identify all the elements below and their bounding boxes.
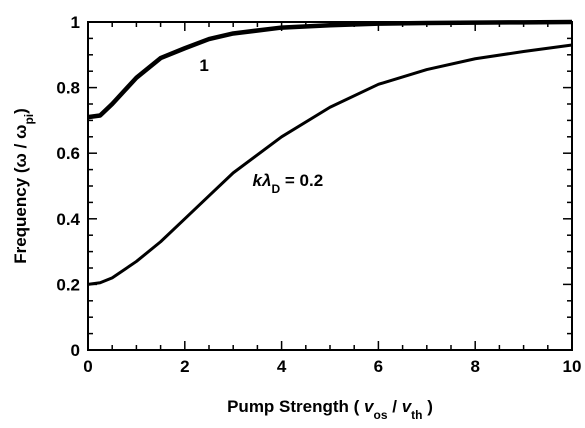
- line-series: [87, 19, 573, 120]
- text-part: pi: [22, 114, 36, 125]
- annotation: kλD = 0.2: [253, 171, 324, 196]
- x-tick-label: 6: [374, 357, 383, 376]
- text-part: ): [11, 108, 30, 114]
- x-axis-label: Pump Strength ( vos / vth ): [227, 397, 433, 422]
- text-part: 1: [199, 56, 208, 75]
- x-tick-label: 4: [277, 357, 287, 376]
- plot-frame: [87, 21, 573, 351]
- text-part: ): [423, 397, 433, 416]
- text-part: /: [388, 397, 402, 416]
- x-tick-label: 2: [180, 357, 189, 376]
- text-part: v: [402, 397, 413, 416]
- line-series: [87, 43, 573, 286]
- text-part: kλ: [253, 171, 272, 190]
- annotation: 1: [199, 56, 208, 75]
- y-tick-label: 0: [71, 341, 80, 360]
- text-part: Pump Strength (: [227, 397, 364, 416]
- text-part: = 0.2: [280, 171, 323, 190]
- y-axis-label: Frequency (ω / ωpi): [11, 108, 36, 264]
- text-part: th: [411, 408, 422, 422]
- x-tick-label: 10: [563, 357, 582, 376]
- y-tick-label: 0.8: [56, 79, 80, 98]
- text-part: v: [364, 397, 375, 416]
- text-part: os: [374, 408, 388, 422]
- y-tick-label: 0.6: [56, 144, 80, 163]
- y-tick-label: 1: [71, 13, 80, 32]
- y-tick-label: 0.4: [56, 210, 80, 229]
- text-part: D: [271, 182, 280, 196]
- text-part: Frequency (ω / ω: [11, 125, 30, 264]
- x-tick-label: 0: [83, 357, 92, 376]
- y-tick-label: 0.2: [56, 275, 80, 294]
- x-tick-label: 8: [470, 357, 479, 376]
